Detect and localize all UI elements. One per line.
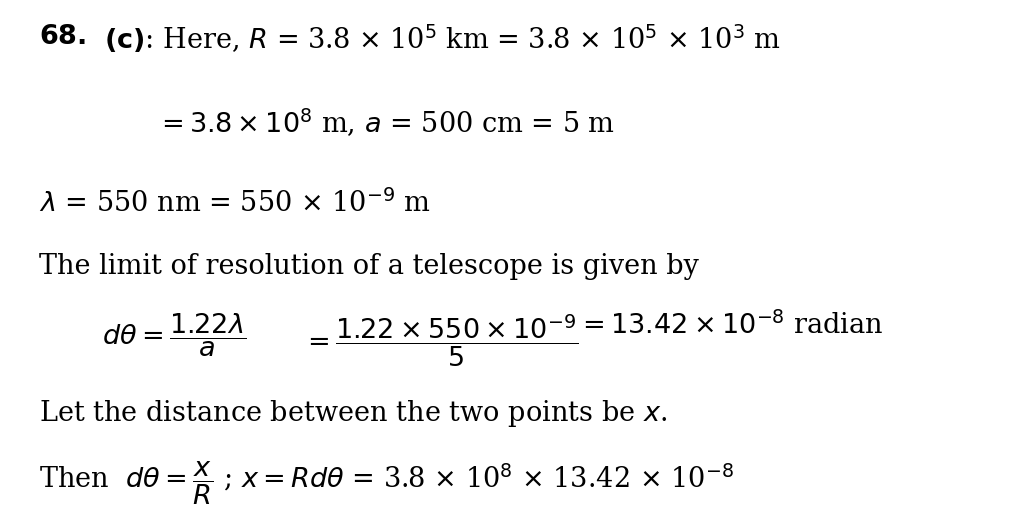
Text: $= 3.8 \times 10^{8}$ m, $a$ = 500 cm = 5 m: $= 3.8 \times 10^{8}$ m, $a$ = 500 cm = … xyxy=(156,106,614,139)
Text: $\lambda$ = 550 nm = 550 $\times$ 10$^{-9}$ m: $\lambda$ = 550 nm = 550 $\times$ 10$^{-… xyxy=(39,189,431,218)
Text: $= 13.42 \times 10^{-8}$ radian: $= 13.42 \times 10^{-8}$ radian xyxy=(577,312,883,340)
Text: The limit of resolution of a telescope is given by: The limit of resolution of a telescope i… xyxy=(39,254,698,280)
Text: $d\theta = \dfrac{1.22\lambda}{a}$: $d\theta = \dfrac{1.22\lambda}{a}$ xyxy=(102,312,247,359)
Text: $= \dfrac{1.22 \times 550 \times 10^{-9}}{5}$: $= \dfrac{1.22 \times 550 \times 10^{-9}… xyxy=(302,312,579,369)
Text: $\mathbf{68.}$: $\mathbf{68.}$ xyxy=(39,23,86,50)
Text: Let the distance between the two points be $x$.: Let the distance between the two points … xyxy=(39,398,667,429)
Text: Then  $d\theta = \dfrac{x}{R}$ ; $x = Rd\theta$ = 3.8 $\times$ 10$^{8}$ $\times$: Then $d\theta = \dfrac{x}{R}$ ; $x = Rd\… xyxy=(39,460,734,507)
Text: $\mathbf{(c)}$: Here, $R$ = 3.8 $\times$ 10$^{5}$ km = 3.8 $\times$ 10$^{5}$ $\t: $\mathbf{(c)}$: Here, $R$ = 3.8 $\times$… xyxy=(104,23,781,55)
